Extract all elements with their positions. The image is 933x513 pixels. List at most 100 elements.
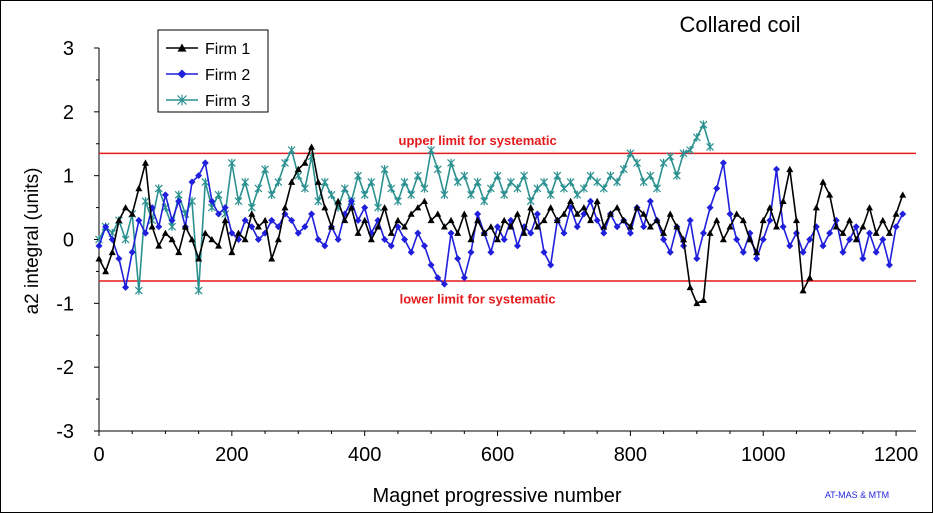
triangle-marker bbox=[646, 223, 654, 230]
triangle-marker bbox=[374, 223, 382, 230]
y-tick-label: -1 bbox=[56, 293, 74, 315]
diamond-marker bbox=[168, 216, 176, 224]
triangle-marker bbox=[513, 210, 521, 217]
star-marker bbox=[340, 184, 349, 193]
triangle-marker bbox=[733, 210, 741, 217]
triangle-marker bbox=[846, 216, 854, 224]
diamond-marker bbox=[600, 229, 608, 237]
triangle-marker bbox=[620, 216, 628, 224]
diamond-marker bbox=[427, 261, 435, 269]
star-marker bbox=[380, 165, 389, 174]
triangle-marker bbox=[221, 216, 229, 224]
star-marker bbox=[546, 190, 555, 200]
diamond-marker bbox=[693, 255, 701, 263]
triangle-marker bbox=[454, 229, 462, 236]
star-marker bbox=[619, 165, 628, 174]
triangle-marker bbox=[806, 274, 814, 281]
x-tick-label: 400 bbox=[348, 444, 381, 466]
y-tick-label: 3 bbox=[63, 38, 74, 60]
triangle-marker bbox=[381, 204, 389, 211]
diamond-marker bbox=[407, 248, 415, 256]
triangle-marker bbox=[533, 223, 541, 230]
star-marker bbox=[500, 190, 509, 200]
triangle-marker bbox=[487, 223, 495, 230]
star-marker bbox=[374, 203, 382, 212]
limit-lines: upper limit for systematic lower limit fo… bbox=[99, 133, 916, 306]
triangle-marker bbox=[773, 223, 781, 230]
diamond-marker bbox=[401, 236, 409, 243]
star-marker bbox=[473, 177, 482, 187]
triangle-marker bbox=[713, 216, 721, 224]
diamond-marker bbox=[573, 223, 581, 231]
triangle-marker bbox=[407, 210, 415, 217]
star-marker bbox=[320, 177, 329, 187]
triangle-marker bbox=[567, 197, 575, 204]
triangle-marker bbox=[587, 216, 595, 224]
triangle-marker bbox=[540, 216, 548, 224]
star-marker bbox=[659, 158, 668, 168]
diamond-marker bbox=[666, 248, 674, 256]
diamond-marker bbox=[420, 242, 428, 250]
diamond-marker bbox=[308, 210, 316, 218]
diamond-marker bbox=[221, 204, 229, 212]
diamond-marker bbox=[361, 204, 369, 212]
diamond-marker bbox=[660, 236, 668, 243]
triangle-marker bbox=[122, 204, 130, 211]
triangle-marker bbox=[520, 229, 528, 236]
triangle-marker bbox=[135, 184, 143, 192]
diamond-marker bbox=[587, 197, 595, 205]
triangle-marker bbox=[507, 223, 515, 230]
star-marker bbox=[393, 197, 402, 206]
triangle-marker bbox=[626, 223, 634, 230]
x-tick-label: 200 bbox=[215, 444, 248, 466]
diamond-marker bbox=[500, 236, 508, 243]
triangle-marker bbox=[367, 236, 375, 243]
triangle-marker bbox=[527, 204, 535, 211]
diamond-marker bbox=[773, 165, 781, 173]
triangle-marker bbox=[181, 223, 189, 230]
star-marker bbox=[168, 222, 176, 231]
triangle-marker bbox=[460, 210, 468, 217]
y-tick-label: 2 bbox=[63, 102, 74, 124]
star-marker bbox=[214, 190, 223, 200]
diamond-marker bbox=[706, 204, 714, 212]
star-marker bbox=[407, 190, 416, 200]
star-marker bbox=[427, 145, 436, 155]
diamond-marker bbox=[268, 216, 276, 224]
triangle-marker bbox=[899, 191, 907, 198]
triangle-marker bbox=[254, 223, 262, 230]
triangle-marker bbox=[593, 197, 601, 204]
diamond-marker bbox=[613, 223, 621, 231]
triangle-marker bbox=[434, 210, 442, 217]
diamond-marker bbox=[593, 216, 601, 224]
triangle-marker bbox=[826, 191, 834, 198]
star-marker bbox=[300, 184, 309, 193]
triangle-marker bbox=[872, 229, 880, 236]
star-marker bbox=[526, 197, 535, 206]
diamond-marker bbox=[177, 69, 187, 79]
diamond-marker bbox=[440, 280, 448, 288]
diamond-marker bbox=[215, 210, 223, 218]
y-tick-label: -3 bbox=[56, 421, 74, 443]
triangle-marker bbox=[653, 216, 661, 224]
triangle-marker bbox=[812, 204, 820, 211]
star-marker bbox=[666, 152, 675, 161]
diamond-marker bbox=[719, 159, 727, 167]
diamond-marker bbox=[95, 242, 103, 250]
diamond-marker bbox=[872, 248, 880, 256]
diamond-marker bbox=[879, 236, 887, 243]
diamond-marker bbox=[115, 255, 123, 263]
star-marker bbox=[267, 190, 276, 200]
star-marker bbox=[254, 184, 263, 193]
diamond-marker bbox=[646, 197, 654, 205]
star-marker bbox=[626, 149, 635, 158]
triangle-marker bbox=[885, 229, 893, 236]
triangle-marker bbox=[613, 204, 621, 211]
y-tick-label: 1 bbox=[63, 166, 74, 188]
diamond-marker bbox=[161, 191, 169, 199]
diamond-marker bbox=[540, 248, 548, 256]
diamond-marker bbox=[381, 236, 389, 243]
diamond-marker bbox=[387, 242, 395, 250]
triangle-marker bbox=[746, 236, 754, 243]
triangle-marker bbox=[420, 197, 428, 204]
